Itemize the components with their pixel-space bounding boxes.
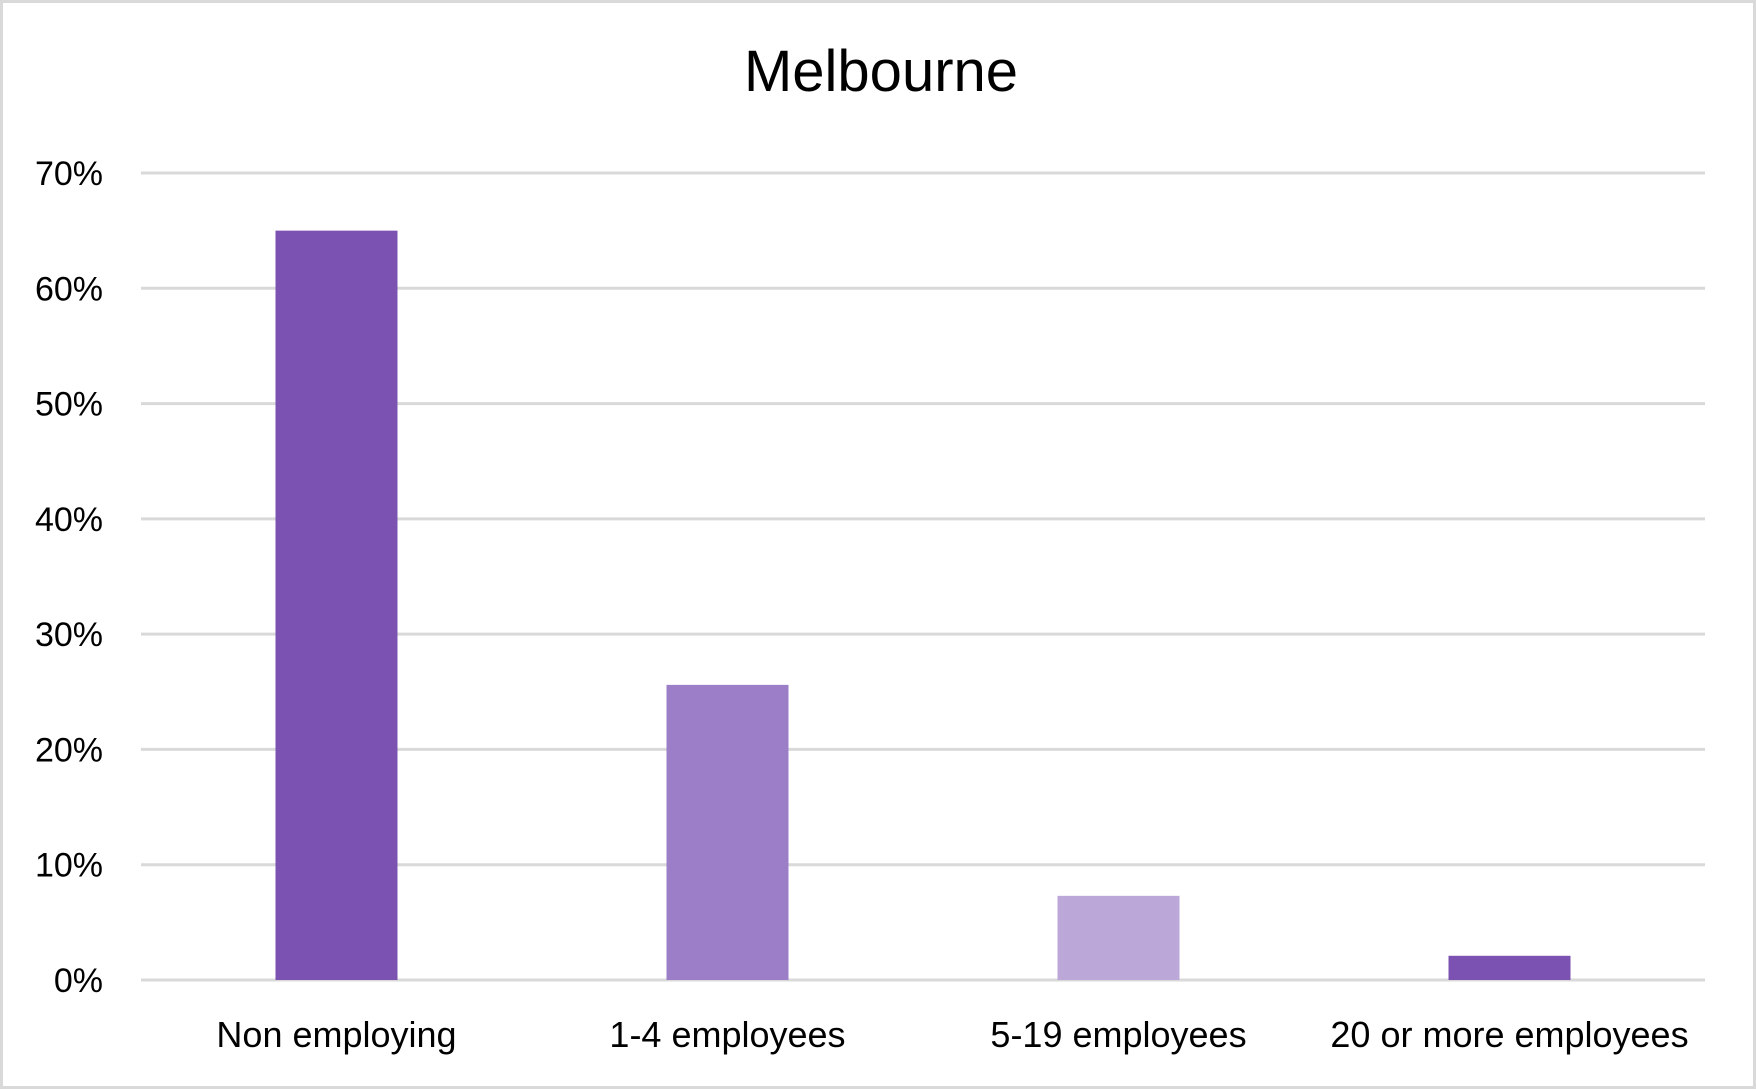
bar	[1448, 955, 1571, 980]
y-tick-label: 30%	[35, 616, 103, 654]
x-category-label: 20 or more employees	[1330, 1014, 1688, 1055]
x-category-label: Non employing	[216, 1014, 456, 1055]
y-tick-label: 10%	[35, 847, 103, 885]
x-category-label: 1-4 employees	[609, 1014, 845, 1055]
y-tick-label: 20%	[35, 731, 103, 769]
y-tick-label: 60%	[35, 270, 103, 308]
y-tick-label: 0%	[54, 962, 103, 1000]
y-tick-label: 70%	[35, 155, 103, 193]
y-tick-label: 40%	[35, 501, 103, 539]
chart-title: Melbourne	[743, 39, 1019, 104]
y-tick-label: 50%	[35, 386, 103, 424]
x-category-label: 5-19 employees	[990, 1014, 1246, 1055]
bar	[666, 684, 789, 980]
bar	[275, 230, 398, 981]
bar-chart: 0% 10% 20% 30% 40% 50% 60% 70% Non employing 1-4 …	[35, 155, 1705, 1055]
bar	[1057, 895, 1180, 980]
